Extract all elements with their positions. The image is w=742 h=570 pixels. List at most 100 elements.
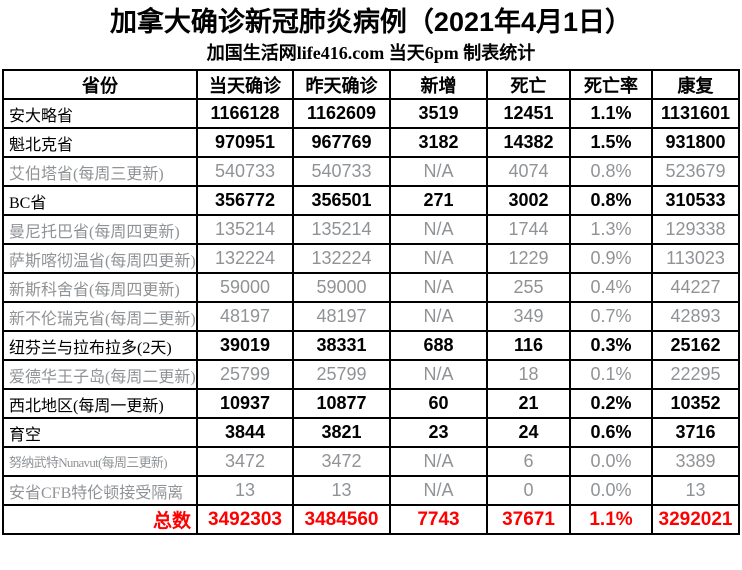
table-row-nunavut: 努纳武特Nunavut(每周三更新) 3472 3472 N/A 6 0.0% … (2, 446, 740, 477)
table-row-quebec: 魁北克省 970951 967769 3182 14382 1.5% 93180… (2, 127, 740, 158)
cell-deaths: 12451 (486, 98, 571, 129)
cell-new-cases: 60 (389, 388, 488, 419)
cell-deaths: 3002 (486, 185, 571, 216)
cell-deaths: 116 (486, 330, 571, 361)
table-header-row: 省份 当天确诊 昨天确诊 新增 死亡 死亡率 康复 (2, 69, 740, 100)
cell-province: 安大略省 (2, 98, 198, 129)
cell-death-rate: 0.8% (569, 185, 653, 216)
col-header-today-confirmed: 当天确诊 (196, 69, 294, 100)
cell-yesterday-confirmed: 59000 (292, 272, 391, 303)
cell-yesterday-confirmed: 3472 (292, 446, 391, 477)
cell-today-confirmed: 135214 (196, 214, 294, 245)
cell-yesterday-confirmed: 13 (292, 475, 391, 506)
cell-province: 育空 (2, 417, 198, 448)
cell-recovered: 10352 (651, 388, 740, 419)
cell-death-rate: 0.6% (569, 417, 653, 448)
cell-new-cases: N/A (389, 272, 488, 303)
cell-deaths: 0 (486, 475, 571, 506)
cell-death-rate: 0.0% (569, 475, 653, 506)
cell-total-yesterday-confirmed: 3484560 (292, 504, 391, 535)
col-header-yesterday-confirmed: 昨天确诊 (292, 69, 391, 100)
cell-recovered: 42893 (651, 301, 740, 332)
cell-recovered: 3389 (651, 446, 740, 477)
cell-deaths: 4074 (486, 156, 571, 187)
cell-new-cases: N/A (389, 156, 488, 187)
cell-deaths: 24 (486, 417, 571, 448)
cell-death-rate: 0.1% (569, 359, 653, 390)
cell-province: 魁北克省 (2, 127, 198, 158)
cell-recovered: 13 (651, 475, 740, 506)
cell-deaths: 6 (486, 446, 571, 477)
col-header-deaths: 死亡 (486, 69, 571, 100)
cell-recovered: 25162 (651, 330, 740, 361)
cell-today-confirmed: 540733 (196, 156, 294, 187)
cell-yesterday-confirmed: 3821 (292, 417, 391, 448)
cell-deaths: 255 (486, 272, 571, 303)
cell-recovered: 113023 (651, 243, 740, 274)
cell-yesterday-confirmed: 10877 (292, 388, 391, 419)
cell-today-confirmed: 1166128 (196, 98, 294, 129)
cell-today-confirmed: 970951 (196, 127, 294, 158)
cell-new-cases: 23 (389, 417, 488, 448)
table-row-total: 总数 3492303 3484560 7743 37671 1.1% 32920… (2, 504, 740, 535)
cell-province: 艾伯塔省(每周三更新) (2, 156, 198, 187)
cell-yesterday-confirmed: 132224 (292, 243, 391, 274)
cell-yesterday-confirmed: 135214 (292, 214, 391, 245)
covid-cases-table: 省份 当天确诊 昨天确诊 新增 死亡 死亡率 康复 安大略省 1166128 1… (2, 69, 740, 535)
table-row-newfoundland: 纽芬兰与拉布拉多(2天) 39019 38331 688 116 0.3% 25… (2, 330, 740, 361)
cell-death-rate: 0.4% (569, 272, 653, 303)
cell-recovered: 1131601 (651, 98, 740, 129)
table-row-saskatchewan: 萨斯喀彻温省(每周四更新) 132224 132224 N/A 1229 0.9… (2, 243, 740, 274)
cell-death-rate: 0.3% (569, 330, 653, 361)
cell-today-confirmed: 3844 (196, 417, 294, 448)
cell-new-cases: 271 (389, 185, 488, 216)
cell-yesterday-confirmed: 967769 (292, 127, 391, 158)
cell-today-confirmed: 356772 (196, 185, 294, 216)
cell-new-cases: N/A (389, 446, 488, 477)
cell-yesterday-confirmed: 25799 (292, 359, 391, 390)
cell-total-new-cases: 7743 (389, 504, 488, 535)
page-subtitle: 加国生活网life416.com 当天6pm 制表统计 (206, 43, 536, 63)
col-header-province: 省份 (2, 69, 198, 100)
cell-new-cases: N/A (389, 243, 488, 274)
cell-deaths: 1229 (486, 243, 571, 274)
cell-deaths: 1744 (486, 214, 571, 245)
cell-deaths: 18 (486, 359, 571, 390)
cell-today-confirmed: 59000 (196, 272, 294, 303)
cell-new-cases: N/A (389, 475, 488, 506)
cell-recovered: 931800 (651, 127, 740, 158)
table-row-nova-scotia: 新斯科舍省(每周四更新) 59000 59000 N/A 255 0.4% 44… (2, 272, 740, 303)
cell-province: 萨斯喀彻温省(每周四更新) (2, 243, 198, 274)
table-row-new-brunswick: 新不伦瑞克省(每周二更新) 48197 48197 N/A 349 0.7% 4… (2, 301, 740, 332)
cell-today-confirmed: 25799 (196, 359, 294, 390)
cell-death-rate: 0.0% (569, 446, 653, 477)
table-row-yukon: 育空 3844 3821 23 24 0.6% 3716 (2, 417, 740, 448)
cell-deaths: 21 (486, 388, 571, 419)
cell-today-confirmed: 10937 (196, 388, 294, 419)
cell-province: 曼尼托巴省(每周四更新) (2, 214, 198, 245)
cell-today-confirmed: 48197 (196, 301, 294, 332)
cell-total-death-rate: 1.1% (569, 504, 653, 535)
cell-death-rate: 0.8% (569, 156, 653, 187)
table-row-ontario: 安大略省 1166128 1162609 3519 12451 1.1% 113… (2, 98, 740, 129)
cell-province: 西北地区(每周一更新) (2, 388, 198, 419)
table-row-bc: BC省 356772 356501 271 3002 0.8% 310533 (2, 185, 740, 216)
cell-province: 努纳武特Nunavut(每周三更新) (2, 446, 198, 477)
cell-total-recovered: 3292021 (651, 504, 740, 535)
cell-total-today-confirmed: 3492303 (196, 504, 294, 535)
cell-yesterday-confirmed: 48197 (292, 301, 391, 332)
cell-death-rate: 0.9% (569, 243, 653, 274)
col-header-recovered: 康复 (651, 69, 740, 100)
cell-new-cases: N/A (389, 301, 488, 332)
cell-today-confirmed: 132224 (196, 243, 294, 274)
cell-recovered: 310533 (651, 185, 740, 216)
cell-recovered: 3716 (651, 417, 740, 448)
cell-today-confirmed: 13 (196, 475, 294, 506)
cell-death-rate: 0.7% (569, 301, 653, 332)
cell-recovered: 129338 (651, 214, 740, 245)
table-row-alberta: 艾伯塔省(每周三更新) 540733 540733 N/A 4074 0.8% … (2, 156, 740, 187)
cell-yesterday-confirmed: 38331 (292, 330, 391, 361)
cell-total-label: 总数 (2, 504, 198, 535)
cell-new-cases: 688 (389, 330, 488, 361)
cell-province: BC省 (2, 185, 198, 216)
